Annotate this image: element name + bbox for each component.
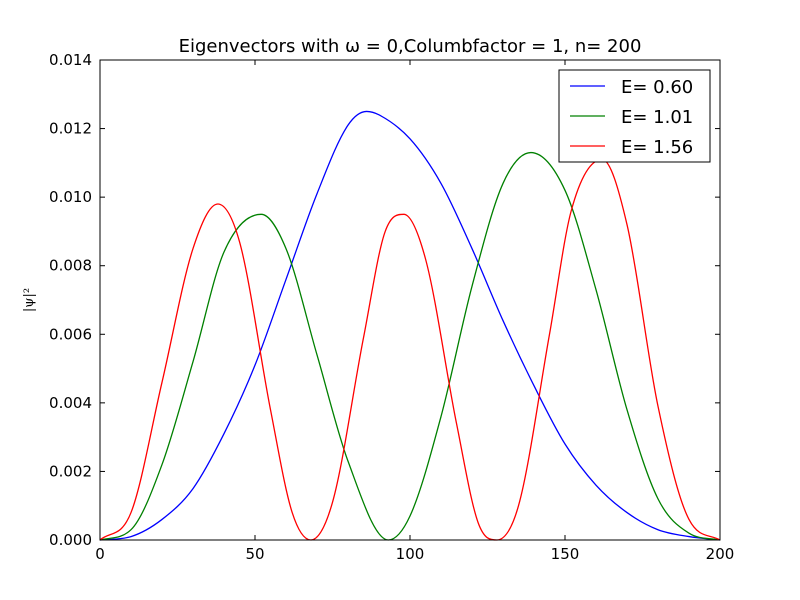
y-tick-label: 0.002	[49, 462, 92, 480]
y-axis-label: |ψ|²	[22, 288, 37, 312]
x-tick-label: 50	[245, 545, 264, 563]
legend-label-1: E= 0.60	[621, 77, 693, 98]
x-tick-label: 150	[551, 545, 580, 563]
legend-label-2: E= 1.01	[621, 107, 693, 128]
y-tick-label: 0.014	[49, 51, 92, 69]
y-tick-label: 0.008	[49, 257, 92, 275]
y-tick-label: 0.000	[49, 531, 92, 549]
y-tick-label: 0.004	[49, 394, 92, 412]
series-line-1	[99, 110, 721, 541]
axis-layer: 0 50 100 150 200 0.000 0.002 0.004 0.006 0.008 0.0…	[49, 51, 734, 563]
x-tick-label: 100	[396, 545, 425, 563]
x-tick-label: 200	[706, 545, 735, 563]
legend-label-3: E= 1.56	[621, 137, 693, 158]
y-tick-label: 0.006	[49, 325, 92, 343]
y-tick-label: 0.010	[49, 188, 92, 206]
series-line-2	[99, 151, 721, 541]
x-tick-label: 0	[95, 545, 105, 563]
legend: E= 0.60 E= 1.01 E= 1.56	[558, 69, 711, 163]
chart-title: Eigenvectors with ω = 0,Columbfactor = 1…	[179, 36, 642, 57]
y-tick-label: 0.012	[49, 120, 92, 138]
